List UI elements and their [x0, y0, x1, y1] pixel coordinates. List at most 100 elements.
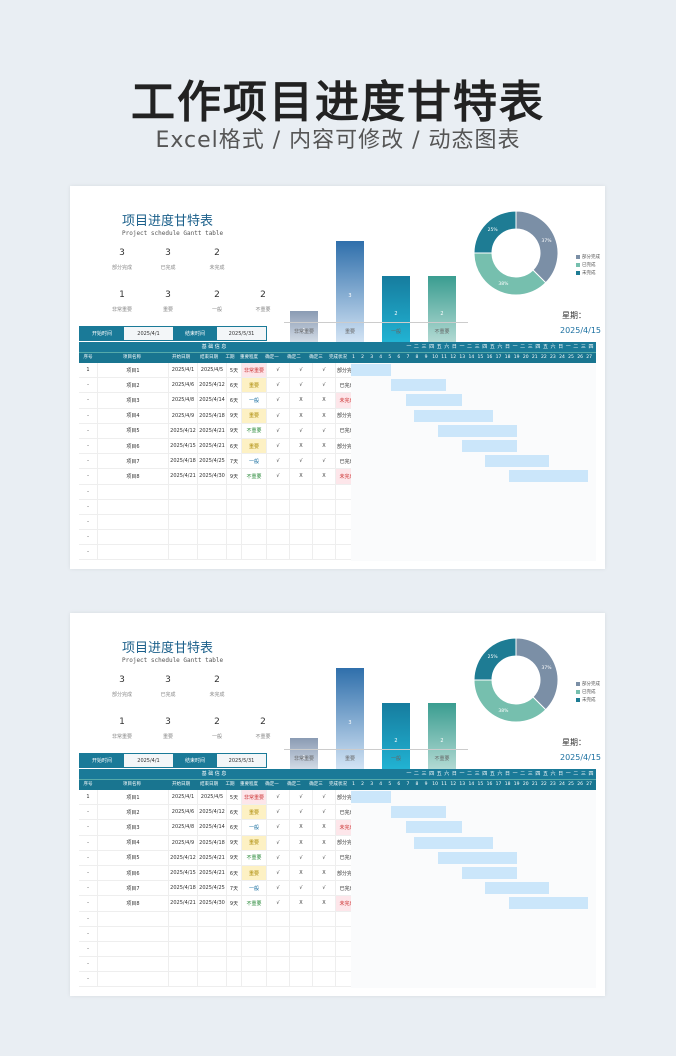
cell-end[interactable]: 2025/4/30	[198, 469, 227, 484]
cell-c1[interactable]: √	[267, 850, 290, 865]
cell-start[interactable]: 2025/4/6	[169, 805, 198, 820]
cell-dur[interactable]: 9天	[227, 835, 242, 850]
cell-c3[interactable]: X	[313, 438, 336, 454]
cell-start[interactable]	[169, 530, 198, 545]
cell-name[interactable]: 项目2	[98, 378, 169, 393]
cell-c3[interactable]: X	[313, 408, 336, 423]
cell-no[interactable]: -	[79, 484, 98, 499]
cell-c1[interactable]	[267, 911, 290, 926]
cell-c2[interactable]: X	[290, 408, 313, 423]
cell-c1[interactable]: √	[267, 438, 290, 454]
cell-start[interactable]: 2025/4/1	[169, 790, 198, 805]
cell-end[interactable]	[198, 499, 227, 514]
cell-dur[interactable]	[227, 514, 242, 530]
cell-end[interactable]: 2025/4/18	[198, 408, 227, 423]
cell-end[interactable]: 2025/4/14	[198, 393, 227, 408]
cell-c3[interactable]: √	[313, 378, 336, 393]
cell-name[interactable]	[98, 530, 169, 545]
cell-no[interactable]: -	[79, 378, 98, 393]
cell-c2[interactable]: X	[290, 865, 313, 881]
cell-c3[interactable]: √	[313, 881, 336, 896]
cell-name[interactable]: 项目2	[98, 805, 169, 820]
cell-imp[interactable]	[242, 926, 267, 941]
cell-imp[interactable]	[242, 972, 267, 987]
cell-name[interactable]: 项目4	[98, 408, 169, 423]
cell-dur[interactable]: 7天	[227, 454, 242, 469]
cell-dur[interactable]: 6天	[227, 378, 242, 393]
cell-c3[interactable]: X	[313, 820, 336, 835]
cell-name[interactable]: 项目3	[98, 820, 169, 835]
end-date-field[interactable]: 2025/5/31	[217, 327, 266, 340]
cell-start[interactable]	[169, 545, 198, 560]
cell-c2[interactable]: X	[290, 820, 313, 835]
cell-c1[interactable]: √	[267, 835, 290, 850]
cell-no[interactable]: -	[79, 911, 98, 926]
cell-imp[interactable]	[242, 530, 267, 545]
cell-c1[interactable]	[267, 484, 290, 499]
cell-start[interactable]	[169, 941, 198, 957]
cell-imp[interactable]: 非常重要	[242, 363, 267, 378]
cell-start[interactable]	[169, 972, 198, 987]
cell-c1[interactable]	[267, 941, 290, 957]
cell-c2[interactable]	[290, 499, 313, 514]
cell-end[interactable]	[198, 941, 227, 957]
cell-c1[interactable]	[267, 499, 290, 514]
cell-dur[interactable]	[227, 972, 242, 987]
cell-c3[interactable]	[313, 911, 336, 926]
cell-c2[interactable]: X	[290, 896, 313, 911]
cell-name[interactable]: 项目6	[98, 438, 169, 454]
cell-c3[interactable]	[313, 484, 336, 499]
cell-imp[interactable]	[242, 514, 267, 530]
cell-start[interactable]: 2025/4/15	[169, 438, 198, 454]
cell-no[interactable]: -	[79, 941, 98, 957]
cell-name[interactable]	[98, 972, 169, 987]
cell-end[interactable]: 2025/4/21	[198, 438, 227, 454]
cell-no[interactable]: -	[79, 957, 98, 972]
cell-c3[interactable]	[313, 941, 336, 957]
cell-c1[interactable]: √	[267, 865, 290, 881]
cell-no[interactable]: -	[79, 469, 98, 484]
cell-imp[interactable]: 一般	[242, 820, 267, 835]
cell-name[interactable]: 项目7	[98, 881, 169, 896]
cell-name[interactable]: 项目3	[98, 393, 169, 408]
cell-end[interactable]	[198, 514, 227, 530]
cell-imp[interactable]: 一般	[242, 454, 267, 469]
cell-name[interactable]	[98, 484, 169, 499]
cell-end[interactable]	[198, 545, 227, 560]
cell-no[interactable]: -	[79, 454, 98, 469]
cell-c2[interactable]: X	[290, 393, 313, 408]
cell-start[interactable]: 2025/4/21	[169, 896, 198, 911]
cell-no[interactable]: -	[79, 438, 98, 454]
cell-dur[interactable]	[227, 545, 242, 560]
cell-end[interactable]: 2025/4/18	[198, 835, 227, 850]
cell-c3[interactable]: √	[313, 790, 336, 805]
cell-start[interactable]: 2025/4/18	[169, 454, 198, 469]
cell-c1[interactable]	[267, 957, 290, 972]
cell-start[interactable]	[169, 514, 198, 530]
cell-name[interactable]	[98, 545, 169, 560]
cell-imp[interactable]	[242, 941, 267, 957]
cell-dur[interactable]: 6天	[227, 393, 242, 408]
cell-no[interactable]: -	[79, 881, 98, 896]
cell-start[interactable]: 2025/4/8	[169, 820, 198, 835]
cell-c1[interactable]	[267, 972, 290, 987]
cell-no[interactable]: -	[79, 545, 98, 560]
cell-start[interactable]: 2025/4/1	[169, 363, 198, 378]
cell-dur[interactable]	[227, 957, 242, 972]
cell-dur[interactable]	[227, 941, 242, 957]
cell-c2[interactable]	[290, 972, 313, 987]
cell-no[interactable]: -	[79, 514, 98, 530]
cell-imp[interactable]	[242, 499, 267, 514]
cell-start[interactable]: 2025/4/18	[169, 881, 198, 896]
cell-c2[interactable]: √	[290, 363, 313, 378]
cell-name[interactable]	[98, 957, 169, 972]
cell-c2[interactable]	[290, 514, 313, 530]
cell-start[interactable]: 2025/4/21	[169, 469, 198, 484]
cell-start[interactable]	[169, 911, 198, 926]
cell-c1[interactable]: √	[267, 363, 290, 378]
cell-name[interactable]: 项目6	[98, 865, 169, 881]
cell-no[interactable]: -	[79, 896, 98, 911]
cell-imp[interactable]: 不重要	[242, 896, 267, 911]
cell-dur[interactable]: 5天	[227, 790, 242, 805]
cell-c1[interactable]: √	[267, 454, 290, 469]
